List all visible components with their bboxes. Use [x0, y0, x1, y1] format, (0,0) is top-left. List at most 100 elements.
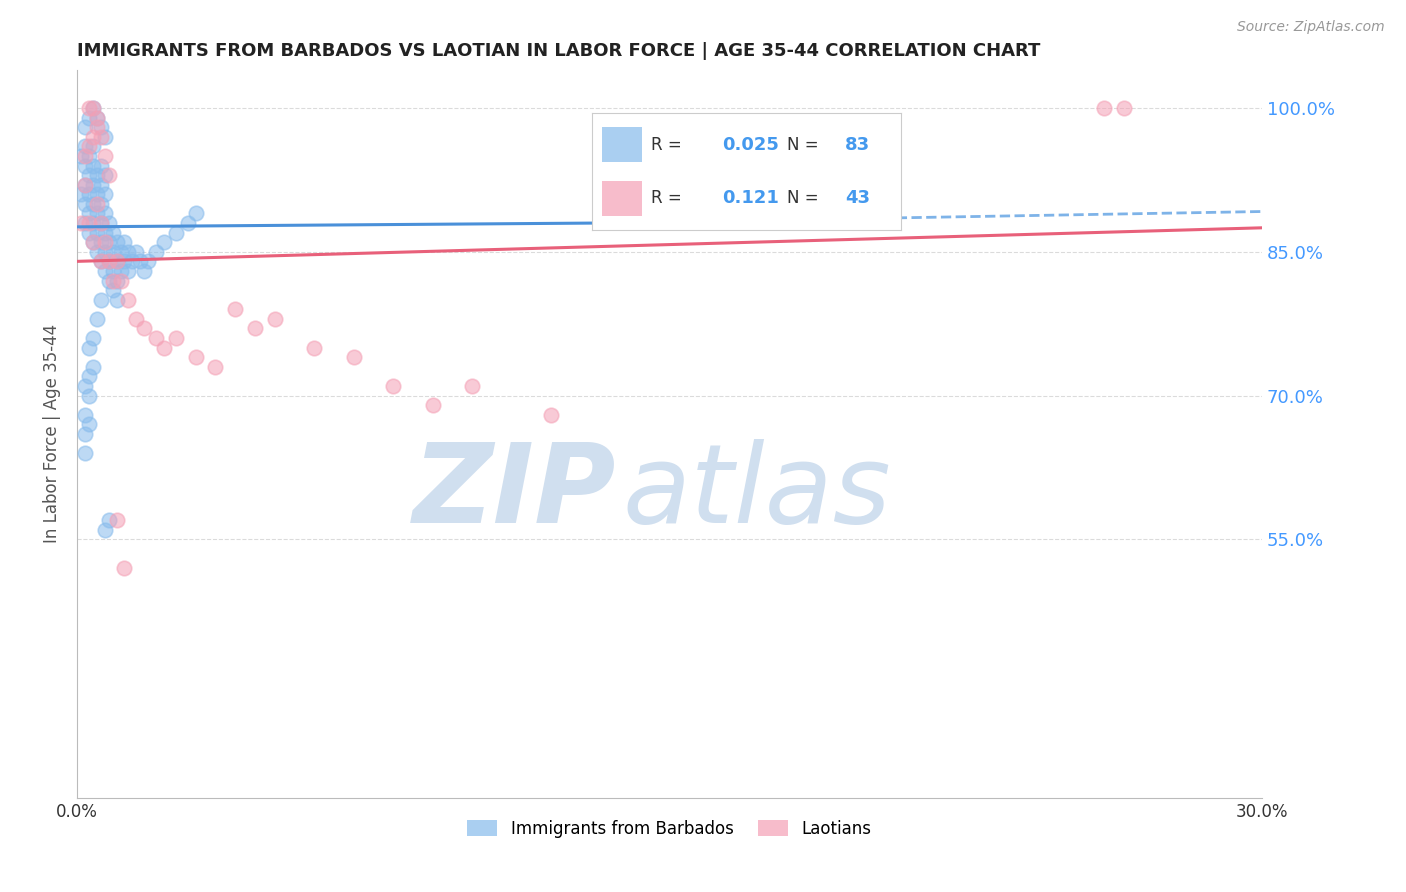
Point	[101, 244, 124, 259]
Point	[82, 331, 104, 345]
Point	[184, 350, 207, 364]
Point	[97, 513, 120, 527]
Point	[114, 235, 136, 250]
Point	[145, 331, 167, 345]
Point	[77, 417, 100, 432]
Point	[125, 311, 148, 326]
Point	[134, 264, 156, 278]
Point	[73, 159, 96, 173]
Point	[1112, 101, 1135, 115]
Point	[129, 254, 152, 268]
Point	[82, 216, 104, 230]
Point	[224, 302, 246, 317]
Point	[176, 216, 198, 230]
Point	[93, 226, 115, 240]
Point	[105, 254, 128, 268]
Point	[105, 293, 128, 307]
Point	[86, 197, 108, 211]
Point	[101, 283, 124, 297]
Point	[134, 321, 156, 335]
Point	[97, 216, 120, 230]
Point	[82, 197, 104, 211]
Point	[73, 197, 96, 211]
Point	[461, 379, 484, 393]
Point	[117, 293, 139, 307]
Text: atlas: atlas	[621, 439, 891, 546]
Y-axis label: In Labor Force | Age 35-44: In Labor Force | Age 35-44	[44, 325, 60, 543]
Point	[121, 254, 143, 268]
Point	[73, 446, 96, 460]
Legend: Immigrants from Barbados, Laotians: Immigrants from Barbados, Laotians	[461, 814, 879, 845]
Point	[540, 408, 562, 422]
Point	[82, 129, 104, 144]
Point	[86, 111, 108, 125]
Point	[90, 293, 112, 307]
Point	[70, 187, 93, 202]
Point	[86, 120, 108, 135]
Point	[243, 321, 266, 335]
Point	[105, 273, 128, 287]
Point	[165, 226, 187, 240]
Point	[93, 206, 115, 220]
Point	[117, 244, 139, 259]
Point	[73, 216, 96, 230]
Point	[77, 187, 100, 202]
Point	[77, 168, 100, 182]
Point	[82, 178, 104, 192]
Point	[105, 235, 128, 250]
Text: ZIP: ZIP	[413, 439, 616, 546]
Point	[342, 350, 364, 364]
Point	[93, 187, 115, 202]
Point	[97, 254, 120, 268]
Point	[110, 264, 132, 278]
Point	[82, 139, 104, 153]
Point	[77, 341, 100, 355]
Point	[90, 178, 112, 192]
Point	[77, 149, 100, 163]
Point	[101, 273, 124, 287]
Point	[117, 264, 139, 278]
Point	[86, 111, 108, 125]
Point	[97, 273, 120, 287]
Point	[90, 159, 112, 173]
Point	[382, 379, 405, 393]
Point	[86, 168, 108, 182]
Point	[422, 398, 444, 412]
Point	[302, 341, 325, 355]
Point	[105, 254, 128, 268]
Point	[82, 101, 104, 115]
Point	[73, 178, 96, 192]
Point	[73, 426, 96, 441]
Point	[73, 149, 96, 163]
Point	[110, 244, 132, 259]
Point	[90, 120, 112, 135]
Point	[1092, 101, 1115, 115]
Point	[82, 235, 104, 250]
Point	[125, 244, 148, 259]
Point	[70, 149, 93, 163]
Point	[82, 159, 104, 173]
Point	[93, 523, 115, 537]
Point	[93, 235, 115, 250]
Point	[86, 244, 108, 259]
Point	[90, 216, 112, 230]
Point	[153, 341, 176, 355]
Point	[90, 254, 112, 268]
Point	[77, 206, 100, 220]
Point	[145, 244, 167, 259]
Point	[110, 273, 132, 287]
Point	[101, 264, 124, 278]
Point	[77, 226, 100, 240]
Point	[90, 129, 112, 144]
Point	[136, 254, 159, 268]
Point	[86, 226, 108, 240]
Point	[86, 206, 108, 220]
Point	[77, 388, 100, 402]
Point	[90, 216, 112, 230]
Text: Source: ZipAtlas.com: Source: ZipAtlas.com	[1237, 20, 1385, 34]
Point	[86, 311, 108, 326]
Point	[114, 254, 136, 268]
Point	[93, 129, 115, 144]
Point	[90, 254, 112, 268]
Point	[77, 369, 100, 384]
